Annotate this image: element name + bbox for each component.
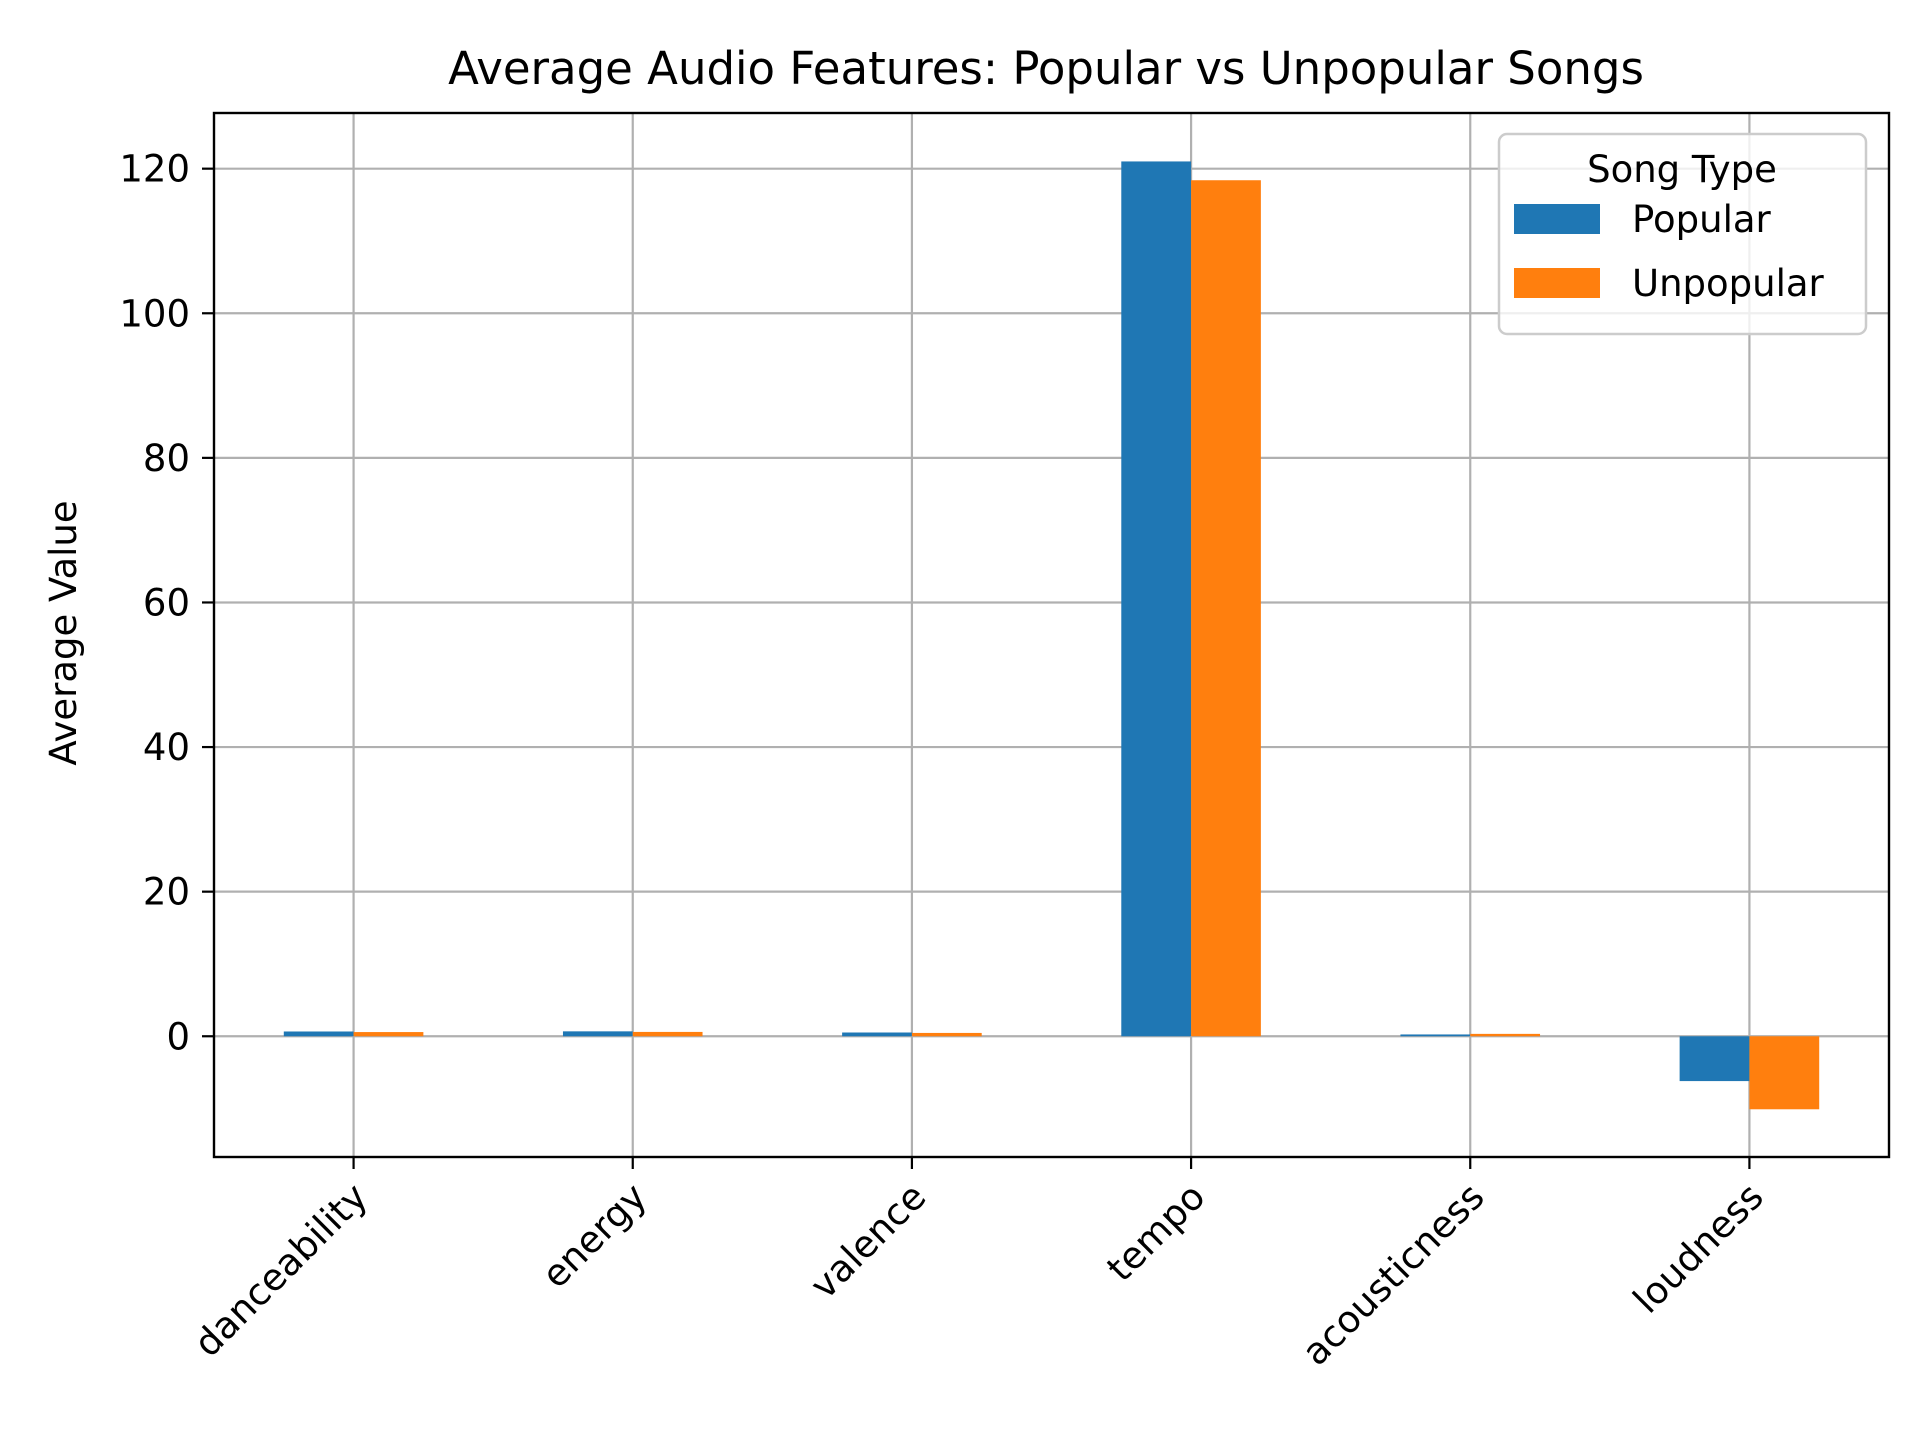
y-tick-label: 100 <box>119 292 190 335</box>
chart-title: Average Audio Features: Popular vs Unpop… <box>448 42 1644 95</box>
legend-swatch-popular <box>1514 204 1600 234</box>
axes <box>202 111 1891 1169</box>
bar-unpopular-valence <box>911 1032 982 1037</box>
legend-swatch-unpopular <box>1514 268 1600 298</box>
plot-frame <box>212 111 1891 1159</box>
y-tick-label: 80 <box>143 437 190 480</box>
bar-popular-energy <box>562 1031 633 1037</box>
legend-label-popular: Popular <box>1632 198 1772 241</box>
bar-popular-acousticness <box>1400 1034 1471 1037</box>
y-tick-label: 120 <box>119 148 190 191</box>
legend-title: Song Type <box>1587 148 1777 191</box>
bar-series <box>283 161 1820 1110</box>
legend-label-unpopular: Unpopular <box>1632 262 1825 305</box>
legend: Song Type Popular Unpopular <box>1497 132 1868 336</box>
y-tick-label: 60 <box>143 581 190 624</box>
bar-unpopular-acousticness <box>1470 1033 1541 1037</box>
y-tick-label: 40 <box>143 726 190 769</box>
bar-popular-tempo <box>1121 161 1192 1037</box>
bar-unpopular-energy <box>632 1031 703 1037</box>
bar-popular-valence <box>842 1032 912 1037</box>
bar-popular-danceability <box>283 1031 354 1037</box>
legend-entries: Popular Unpopular <box>1514 198 1825 305</box>
bar-unpopular-loudness <box>1749 1036 1820 1110</box>
bar-unpopular-tempo <box>1191 180 1261 1037</box>
y-axis-label: Average Value <box>42 500 85 765</box>
bar-popular-loudness <box>1679 1036 1750 1082</box>
grid-lines <box>214 113 1889 1157</box>
y-tick-label: 0 <box>166 1015 190 1058</box>
bar-unpopular-danceability <box>353 1032 424 1037</box>
y-tick-label: 20 <box>143 871 190 914</box>
